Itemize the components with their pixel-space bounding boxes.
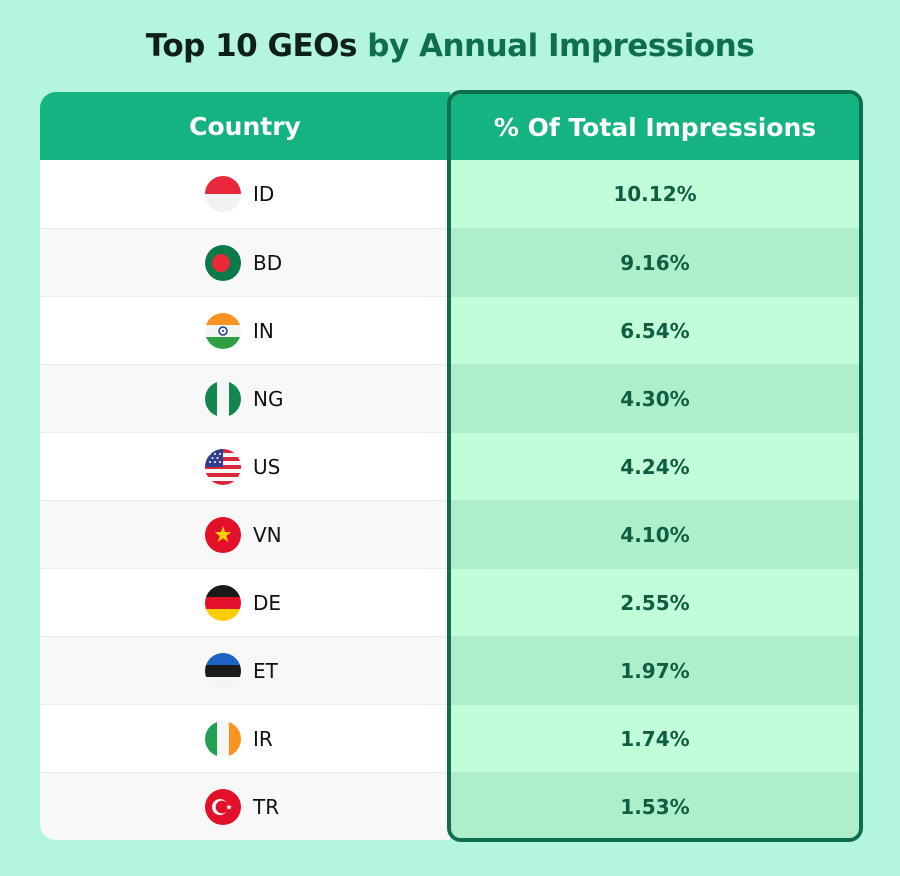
- country-code: TR: [253, 794, 280, 819]
- percent-cell: 4.24%: [451, 432, 859, 500]
- country-code: IN: [253, 318, 274, 343]
- percent-cell: 10.12%: [451, 160, 859, 228]
- chart-title: Top 10 GEOs by Annual Impressions: [0, 28, 900, 64]
- table-row: NG: [40, 364, 450, 432]
- country-code: NG: [253, 386, 284, 411]
- table-row: DE: [40, 568, 450, 636]
- country-code: ET: [253, 658, 278, 683]
- bangladesh-flag-icon: [205, 244, 241, 281]
- column-header-country: Country: [40, 92, 450, 160]
- table-row: US: [40, 432, 450, 500]
- percent-cell: 1.74%: [451, 704, 859, 772]
- percent-cell: 9.16%: [451, 228, 859, 296]
- geo-table: Country ID BD IN NG US VN DE ET IR TR: [40, 92, 862, 840]
- table-row: TR: [40, 772, 450, 840]
- percent-cell: 1.53%: [451, 772, 859, 838]
- percent-cell: 1.97%: [451, 636, 859, 704]
- table-row: ID: [40, 160, 450, 228]
- table-row: ET: [40, 636, 450, 704]
- table-row: IR: [40, 704, 450, 772]
- impressions-column-highlight: % Of Total Impressions 10.12% 9.16% 6.54…: [447, 90, 863, 842]
- percent-cell: 2.55%: [451, 568, 859, 636]
- turkey-flag-icon: [205, 788, 241, 825]
- ireland-flag-icon: [205, 720, 241, 757]
- impressions-column: 10.12% 9.16% 6.54% 4.30% 4.24% 4.10% 2.5…: [451, 160, 859, 838]
- percent-cell: 6.54%: [451, 296, 859, 364]
- usa-flag-icon: [205, 448, 241, 485]
- column-header-impressions: % Of Total Impressions: [451, 94, 859, 160]
- country-code: ID: [253, 182, 275, 206]
- country-code: IR: [253, 726, 273, 751]
- nigeria-flag-icon: [205, 380, 241, 417]
- vietnam-flag-icon: [205, 516, 241, 553]
- chart-title-main: Top 10 GEOs: [145, 28, 358, 64]
- country-code: US: [253, 454, 281, 479]
- germany-flag-icon: [205, 584, 241, 621]
- table-row: BD: [40, 228, 450, 296]
- percent-cell: 4.10%: [451, 500, 859, 568]
- country-column: ID BD IN NG US VN DE ET IR TR: [40, 160, 450, 840]
- percent-cell: 4.30%: [451, 364, 859, 432]
- table-row: VN: [40, 500, 450, 568]
- table-row: IN: [40, 296, 450, 364]
- country-code: VN: [253, 522, 282, 547]
- chart-title-sub: by Annual Impressions: [367, 28, 755, 64]
- india-flag-icon: [205, 312, 241, 349]
- estonia-flag-icon: [205, 652, 241, 689]
- country-code: DE: [253, 590, 282, 615]
- country-code: BD: [253, 250, 283, 275]
- indonesia-flag-icon: [205, 176, 241, 212]
